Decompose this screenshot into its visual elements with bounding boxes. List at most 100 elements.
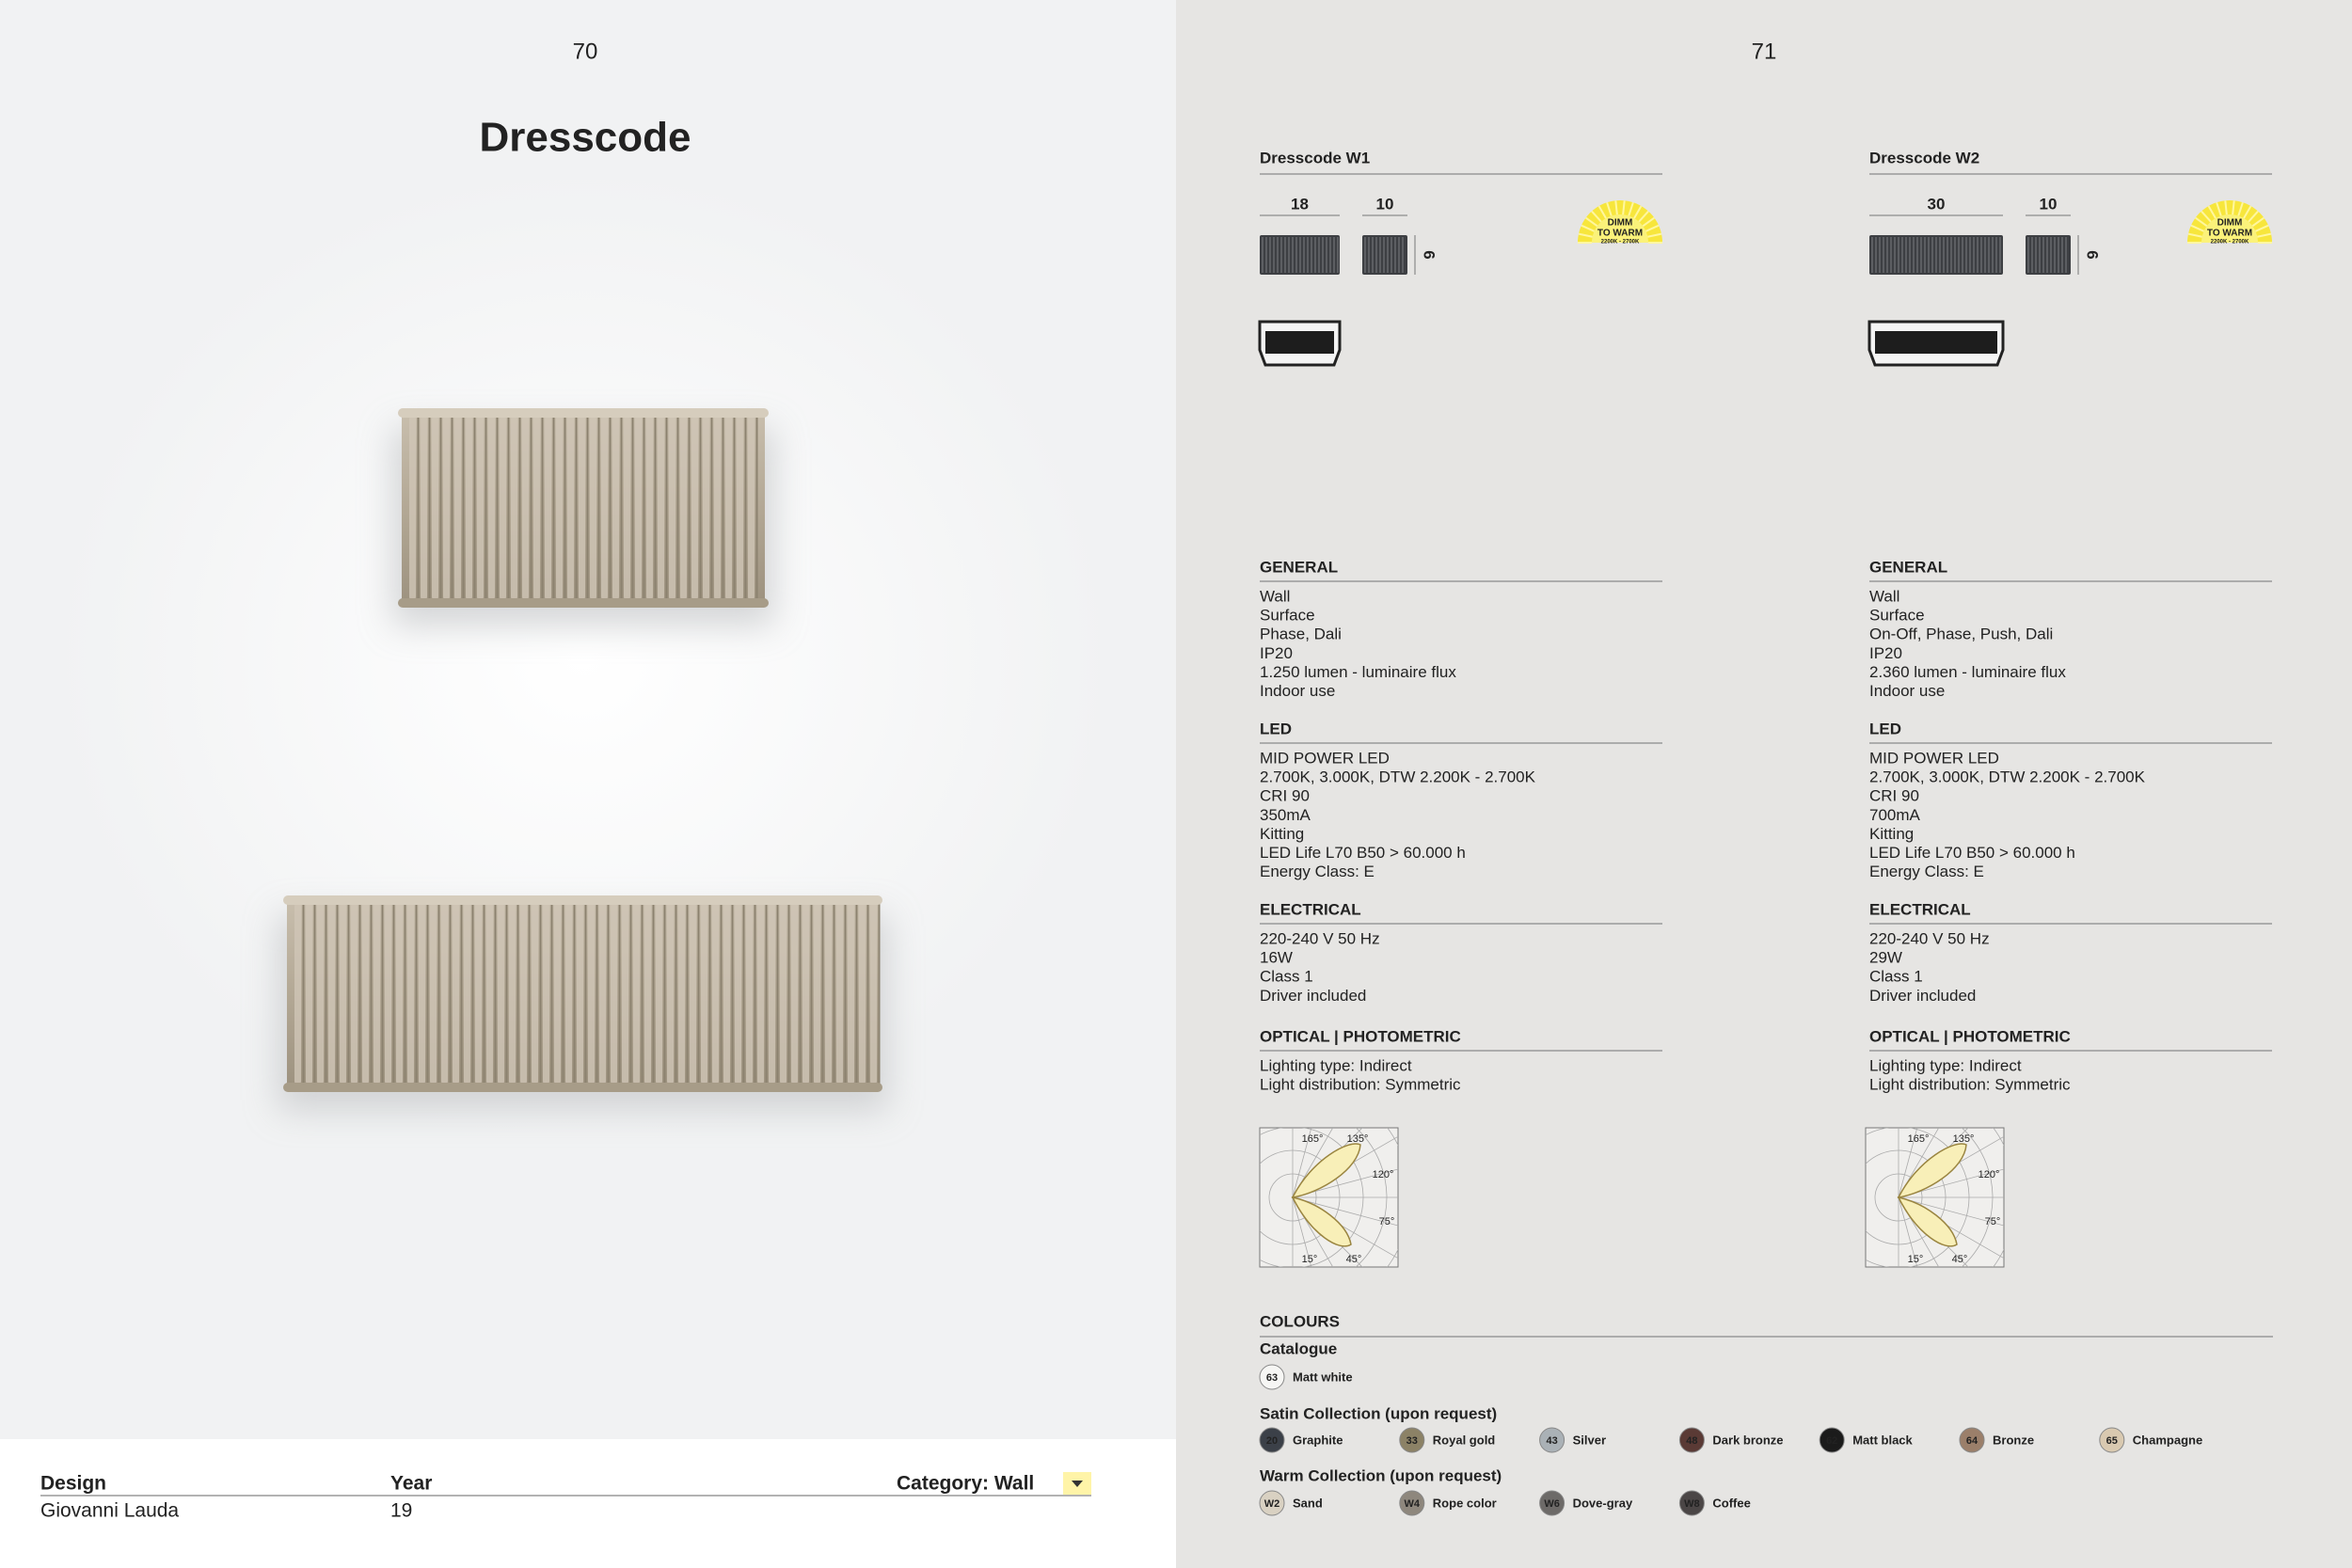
swatch-code: 48	[1686, 1435, 1697, 1447]
rib	[725, 416, 732, 600]
rib	[791, 903, 798, 1085]
polar-spoke	[1898, 1196, 1918, 1267]
section-heading: ELECTRICAL	[1260, 900, 1361, 918]
rib	[430, 903, 437, 1085]
rib	[735, 903, 741, 1085]
polar-label: 165°	[1302, 1133, 1324, 1145]
category: Category: Wall	[897, 1473, 1034, 1495]
polar-lobe	[1897, 1196, 1958, 1247]
badge-inner	[1592, 214, 1648, 243]
polar-label: 15°	[1302, 1254, 1318, 1265]
spec-item: Class 1	[1260, 968, 1313, 986]
swatch-code: 20	[1266, 1435, 1278, 1447]
lamp-bottom	[398, 598, 769, 608]
rib	[328, 903, 335, 1085]
badge-ray	[1597, 205, 1607, 219]
polar-label: 45°	[1952, 1254, 1968, 1265]
rib	[565, 903, 572, 1085]
rib	[454, 416, 461, 600]
year: 19	[390, 1500, 412, 1522]
spec-item: LED Life L70 B50 > 60.000 h	[1869, 844, 2075, 862]
swatch-name: Dove-gray	[1573, 1496, 1633, 1510]
title: Dresscode	[479, 115, 691, 161]
spec-item: On-Off, Phase, Push, Dali	[1869, 626, 2053, 643]
rib	[533, 416, 540, 600]
rib	[419, 903, 425, 1085]
spec-item: Light distribution: Symmetric	[1260, 1076, 1461, 1094]
rib	[500, 416, 506, 600]
swatch-code: 64	[1966, 1435, 1979, 1447]
swatch-code: 65	[2106, 1435, 2118, 1447]
rib	[453, 903, 459, 1085]
spec-item: IP20	[1869, 644, 1902, 662]
side-profile-core	[1265, 331, 1334, 354]
swatch	[1539, 1490, 1565, 1516]
rib	[859, 903, 866, 1085]
polar-lobe	[1291, 1196, 1352, 1247]
rib	[646, 416, 653, 600]
spec-item: Lighting type: Indirect	[1869, 1056, 2022, 1074]
spec-item: Kitting	[1260, 825, 1304, 843]
swatch-name: Champagne	[2133, 1433, 2202, 1447]
colour-group: Warm Collection (upon request)	[1260, 1466, 1502, 1484]
swatch-code: W2	[1264, 1498, 1280, 1510]
polar-spoke	[1292, 1196, 1398, 1227]
rib	[543, 903, 549, 1085]
badge-ray	[1622, 200, 1626, 215]
swatch-code: W4	[1405, 1498, 1421, 1510]
spec-item: Indoor use	[1260, 682, 1335, 700]
swatch-name: Silver	[1573, 1433, 1606, 1447]
swatch-name: Matt white	[1293, 1370, 1353, 1384]
rib	[658, 416, 664, 600]
section-heading: GENERAL	[1869, 558, 1947, 576]
polar-lobe	[1897, 1143, 1967, 1198]
rib	[590, 416, 596, 600]
rib	[511, 416, 517, 600]
rib	[486, 903, 493, 1085]
rib	[712, 903, 719, 1085]
rib	[441, 903, 448, 1085]
spec-item: Wall	[1869, 587, 1899, 605]
rib	[611, 903, 617, 1085]
spec-item: 29W	[1869, 949, 1902, 967]
rib	[825, 903, 832, 1085]
swatch-name: Dark bronze	[1712, 1433, 1783, 1447]
rib	[814, 903, 820, 1085]
badge-text: TO WARM	[2207, 229, 2252, 239]
badge-text: DIMM	[1608, 218, 1633, 229]
rib	[848, 903, 854, 1085]
spec-item: Driver included	[1260, 987, 1366, 1005]
badge-ray	[2248, 210, 2259, 223]
spec-item: Kitting	[1869, 825, 1914, 843]
polar-label: 75°	[1379, 1216, 1395, 1227]
badge-ray	[1633, 205, 1643, 219]
rib	[667, 903, 674, 1085]
rib	[601, 416, 608, 600]
rib	[294, 903, 301, 1085]
spec-item: 16W	[1260, 949, 1293, 967]
rib	[703, 416, 709, 600]
footer-band	[0, 1439, 1176, 1568]
badge-ray	[1581, 224, 1596, 232]
rib	[769, 903, 775, 1085]
polar-label: 75°	[1985, 1216, 2001, 1227]
lamp-ribs	[409, 416, 758, 600]
dim-width: 30	[1928, 195, 1946, 213]
swatch-code: 43	[1546, 1435, 1557, 1447]
badge-ray	[1628, 201, 1634, 216]
polar-grid	[1866, 1128, 2004, 1267]
rib	[522, 416, 529, 600]
badge-ray	[2232, 200, 2235, 215]
year-label: Year	[390, 1473, 432, 1495]
swatch	[1819, 1427, 1845, 1453]
badge-ray	[2187, 232, 2202, 238]
spec-item: Surface	[1869, 607, 1925, 625]
lamp-top	[398, 408, 769, 418]
swatch-name: Rope color	[1433, 1496, 1497, 1510]
polar-label: 15°	[1908, 1254, 1924, 1265]
badge-ray	[1614, 200, 1618, 215]
rib	[633, 903, 640, 1085]
swatch	[1959, 1427, 1985, 1453]
polar-spoke	[1898, 1128, 1918, 1198]
spec-item: Energy Class: E	[1869, 863, 1984, 880]
